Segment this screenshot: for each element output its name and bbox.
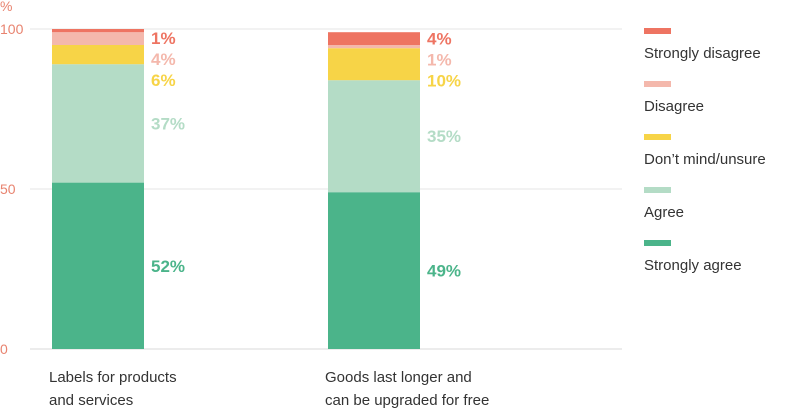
y-tick-label: 50 <box>0 181 16 197</box>
bar-segment <box>328 48 420 81</box>
data-label: 35% <box>427 127 461 146</box>
y-tick-label: 100 <box>0 21 24 37</box>
data-label: 4% <box>427 30 452 49</box>
data-label: 49% <box>427 262 461 281</box>
data-label: 37% <box>151 114 185 133</box>
data-label: 10% <box>427 72 461 91</box>
category-label: and services <box>49 392 133 409</box>
category-labels: Labels for products and services Goods las… <box>49 369 489 409</box>
y-axis: % 0 50 100 <box>0 0 24 357</box>
legend-label: Agree <box>644 204 684 221</box>
bar-segment <box>328 32 420 45</box>
data-label: 4% <box>151 50 176 69</box>
legend-swatch <box>644 240 671 246</box>
bar-segment <box>328 192 420 349</box>
bar-segment <box>52 32 144 45</box>
bar-segment <box>52 29 144 33</box>
bar-segment <box>52 182 144 349</box>
legend-swatch <box>644 28 671 34</box>
data-label: 6% <box>151 71 176 90</box>
legend-swatch <box>644 187 671 193</box>
legend-label: Strongly disagree <box>644 45 761 62</box>
bar-segment <box>52 64 144 183</box>
category-label: Labels for products <box>49 369 177 386</box>
data-label: 1% <box>151 29 176 48</box>
legend-label: Don’t mind/unsure <box>644 151 766 168</box>
legend-swatch <box>644 134 671 140</box>
legend-label: Strongly agree <box>644 257 742 274</box>
legend-swatch <box>644 81 671 87</box>
category-label: Goods last longer and <box>325 369 472 386</box>
data-label: 1% <box>427 51 452 70</box>
bar-segment <box>328 45 420 49</box>
category-label: can be upgraded for free <box>325 392 489 409</box>
data-label: 52% <box>151 257 185 276</box>
legend: Strongly disagree Disagree Don’t mind/unsu… <box>644 28 766 274</box>
bars <box>52 29 420 349</box>
bar-segment <box>52 45 144 65</box>
y-axis-unit-label: % <box>0 0 12 14</box>
y-tick-label: 0 <box>0 341 8 357</box>
bar-segment <box>328 80 420 193</box>
data-labels: 52% 37% 6% 4% 1% 49% 35% 10% 1% 4% <box>151 29 461 281</box>
legend-label: Disagree <box>644 98 704 115</box>
